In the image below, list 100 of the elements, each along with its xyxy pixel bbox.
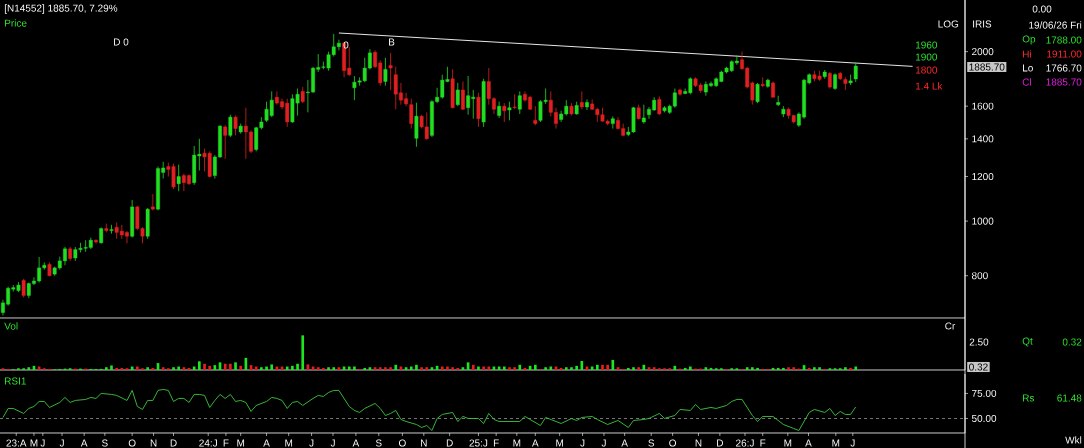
candlestick xyxy=(94,239,98,245)
x-tick-label: F xyxy=(223,439,229,447)
text: 2.50 xyxy=(969,338,989,346)
x-tick-label: N xyxy=(150,439,157,447)
candlestick xyxy=(383,57,388,87)
candlestick xyxy=(507,101,512,121)
x-tick-label: A xyxy=(80,439,88,447)
candlestick xyxy=(853,62,858,83)
text: IRIS xyxy=(973,20,992,28)
bar xyxy=(223,363,227,370)
text: Op xyxy=(1022,35,1036,45)
bar xyxy=(327,367,330,370)
chart-title: Vol xyxy=(4,322,18,330)
bar xyxy=(146,367,149,370)
candlestick xyxy=(512,93,517,110)
bar xyxy=(301,335,305,370)
bar xyxy=(601,364,604,370)
bar xyxy=(689,366,692,370)
bar xyxy=(347,366,351,370)
text: 0.32 xyxy=(969,363,988,371)
bar xyxy=(632,367,635,370)
candlestick xyxy=(228,114,233,138)
text: 1766.70 xyxy=(1046,64,1082,72)
bar xyxy=(394,364,398,370)
x-tick-label: F xyxy=(493,439,499,447)
bar xyxy=(606,364,609,370)
bar xyxy=(564,367,568,370)
x-tick-label: J xyxy=(59,439,64,447)
y-axis-title: Price xyxy=(5,19,27,27)
text: 19/06/26 Fri xyxy=(1029,21,1082,29)
bar xyxy=(409,366,413,370)
bar xyxy=(104,367,108,370)
bar xyxy=(446,366,449,370)
annotation: 1960 xyxy=(915,41,938,49)
x-tick-label: A xyxy=(621,439,628,447)
bar xyxy=(322,367,325,370)
bar xyxy=(570,367,573,370)
text: 1911.00 xyxy=(1047,50,1082,58)
bar xyxy=(792,367,796,370)
bar xyxy=(270,364,274,370)
candlestick xyxy=(388,52,393,91)
x-tick-label: A xyxy=(805,439,812,447)
x-tick-label: O xyxy=(128,439,136,447)
bar xyxy=(198,361,201,370)
bar xyxy=(637,367,640,370)
x-tick-label: J xyxy=(330,439,335,447)
candlestick xyxy=(223,124,228,160)
bar xyxy=(456,367,460,370)
x-tick-label: D xyxy=(717,439,724,447)
x-tick-label: J xyxy=(850,439,855,447)
annotation: LOG xyxy=(938,20,959,28)
bar xyxy=(518,364,522,370)
bar xyxy=(172,367,175,370)
candlestick xyxy=(641,104,646,124)
y-tick-label: 2000 xyxy=(972,48,994,56)
bar xyxy=(291,365,294,370)
bar xyxy=(415,364,418,370)
text: Wkl xyxy=(1065,436,1082,444)
bar xyxy=(787,367,790,370)
bar xyxy=(353,366,356,370)
text: Qt xyxy=(1022,337,1033,347)
bar xyxy=(451,367,454,370)
x-tick-label: M xyxy=(513,439,521,447)
y-tick-label: 75.00 xyxy=(972,389,997,397)
bar xyxy=(549,366,553,370)
x-tick-label: D xyxy=(170,439,177,447)
bar xyxy=(208,365,212,370)
bar xyxy=(818,367,821,370)
bar xyxy=(265,366,268,370)
x-tick-label: 25:J xyxy=(469,439,488,447)
bar xyxy=(849,367,852,370)
bar xyxy=(203,363,206,370)
candlestick xyxy=(502,102,507,123)
text: 0.32 xyxy=(1062,338,1082,346)
bar xyxy=(544,367,547,370)
bar xyxy=(652,367,656,370)
candlestick xyxy=(461,81,465,111)
candlestick xyxy=(176,164,181,192)
bar xyxy=(27,367,31,370)
bar xyxy=(482,366,485,370)
candlestick xyxy=(755,82,760,104)
bar xyxy=(807,367,811,370)
text: Cr xyxy=(945,322,956,330)
bar xyxy=(782,367,785,370)
bar xyxy=(575,365,578,370)
x-tick-label: J xyxy=(601,439,606,447)
bar xyxy=(477,366,480,370)
x-tick-label: M xyxy=(556,439,564,447)
candlestick xyxy=(476,92,481,128)
bar xyxy=(239,365,243,370)
y-tick-label: 1400 xyxy=(972,135,994,143)
annotation: D 0 xyxy=(114,38,129,46)
x-tick-label: M xyxy=(285,439,293,447)
x-tick-label: F xyxy=(760,439,766,447)
x-tick-label: J xyxy=(40,439,45,447)
x-tick-label: 24:J xyxy=(199,439,217,447)
x-tick-label: O xyxy=(398,439,406,447)
x-tick-label: J xyxy=(309,439,314,447)
bar xyxy=(384,367,387,370)
bar xyxy=(502,366,506,370)
